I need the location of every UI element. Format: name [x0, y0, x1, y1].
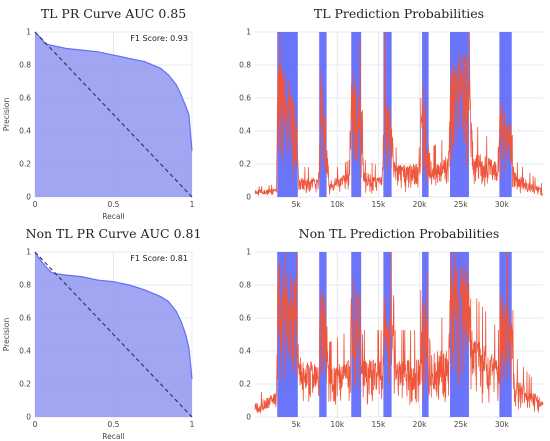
x-tick-label: 10k — [330, 420, 345, 429]
y-tick-label: 0.4 — [239, 127, 251, 136]
x-tick-label: 0 — [33, 420, 38, 429]
probability-panel: TL Prediction Probabilities 0 0.2 0.4 0.6 0.8… — [239, 6, 544, 209]
x-tick-label: 20k — [413, 200, 428, 209]
x-tick-label: 30k — [495, 420, 510, 429]
y-tick-label: 1 — [26, 28, 31, 37]
y-tick-label: 0.4 — [19, 347, 31, 356]
x-tick-label: 25k — [454, 420, 469, 429]
chart-title: TL PR Curve AUC 0.85 — [41, 6, 186, 21]
y-tick-label: 0.8 — [19, 61, 31, 70]
y-tick-label: 0 — [26, 193, 31, 202]
baseline-dashed-line — [34, 31, 193, 198]
y-tick-label: 0 — [246, 413, 251, 422]
x-tick-label: 0.5 — [108, 420, 120, 429]
x-tick-label: 10k — [330, 200, 345, 209]
x-tick-label: 5k — [292, 420, 302, 429]
x-tick-label: 30k — [495, 200, 510, 209]
baseline-dashed-line — [34, 251, 193, 418]
pr-line — [34, 251, 193, 380]
y-tick-label: 0.8 — [19, 281, 31, 290]
probability-line — [254, 31, 544, 196]
y-tick-label: 0.2 — [19, 160, 31, 169]
y-axis-label: Precision — [2, 318, 11, 352]
x-tick-label: 1 — [190, 420, 195, 429]
y-tick-label: 0.6 — [239, 314, 251, 323]
x-tick-label: 0 — [33, 200, 38, 209]
x-axis-label: Recall — [102, 212, 124, 221]
f1-score-annotation: F1 Score: 0.81 — [130, 254, 188, 263]
chart-title: TL Prediction Probabilities — [314, 6, 484, 21]
y-tick-label: 0.4 — [19, 127, 31, 136]
chart-title: Non TL PR Curve AUC 0.81 — [26, 226, 202, 241]
y-tick-label: 1 — [26, 248, 31, 257]
x-tick-label: 20k — [413, 420, 428, 429]
x-tick-label: 15k — [371, 420, 386, 429]
y-tick-label: 0.2 — [19, 380, 31, 389]
pr-curve-panel: Non TL PR Curve AUC 0.81 0 0.2 0.4 0.6 0.8 1 0 0… — [2, 226, 201, 441]
x-tick-label: 25k — [454, 200, 469, 209]
y-tick-label: 1 — [246, 28, 251, 37]
pr-line — [34, 31, 193, 151]
y-tick-label: 0.2 — [239, 160, 251, 169]
y-tick-label: 0.4 — [239, 347, 251, 356]
y-tick-label: 0 — [26, 413, 31, 422]
y-tick-label: 0.6 — [239, 94, 251, 103]
chart-title: Non TL Prediction Probabilities — [299, 226, 500, 241]
y-tick-label: 1 — [246, 248, 251, 257]
y-tick-label: 0.8 — [239, 281, 251, 290]
f1-score-annotation: F1 Score: 0.93 — [130, 34, 188, 43]
probability-line — [254, 251, 544, 414]
x-tick-label: 15k — [371, 200, 386, 209]
y-tick-label: 0.6 — [19, 94, 31, 103]
y-tick-label: 0.2 — [239, 380, 251, 389]
x-tick-label: 1 — [190, 200, 195, 209]
y-tick-label: 0.8 — [239, 61, 251, 70]
y-tick-label: 0 — [246, 193, 251, 202]
y-axis-label: Precision — [2, 98, 11, 132]
y-tick-label: 0.6 — [19, 314, 31, 323]
x-tick-label: 0.5 — [108, 200, 120, 209]
x-tick-label: 5k — [292, 200, 302, 209]
probability-panel: Non TL Prediction Probabilities 0 0.2 0.4 0.… — [239, 226, 544, 429]
x-axis-label: Recall — [102, 432, 124, 441]
pr-curve-panel: TL PR Curve AUC 0.85 0 0.2 0.4 0.6 0.8 1 0 0.5 1 R… — [2, 6, 195, 221]
